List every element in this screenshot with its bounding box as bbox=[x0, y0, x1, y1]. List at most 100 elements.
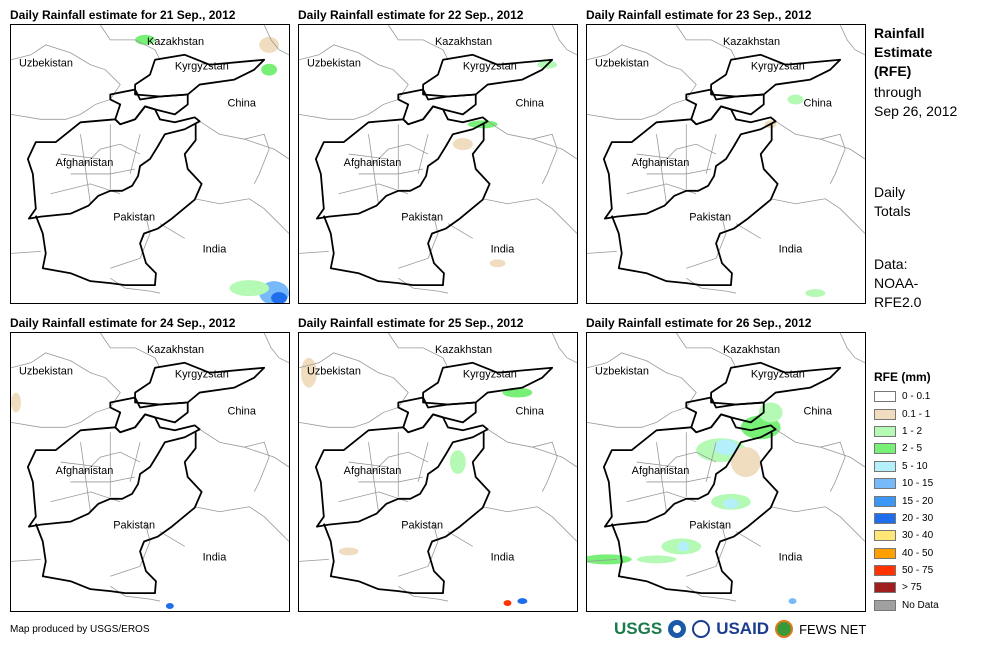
rainfall-area bbox=[489, 259, 506, 268]
legend-item: 15 - 20 bbox=[874, 492, 939, 509]
data-source-line: NOAA- bbox=[874, 275, 919, 291]
rainfall-area bbox=[730, 447, 761, 477]
legend-label: 30 - 40 bbox=[902, 530, 934, 542]
dhs-seal-icon bbox=[692, 620, 711, 638]
legend-label: No Data bbox=[902, 599, 939, 611]
rainfall-map-panel: Kazakhstan Uzbekistan Kyrgyzstan China Afgha… bbox=[10, 24, 290, 304]
country-label-afghanistan: Afghanistan bbox=[344, 157, 402, 169]
country-label-kyrgyzstan: Kyrgyzstan bbox=[751, 61, 805, 73]
map-svg: Kazakhstan Uzbekistan Kyrgyzstan China Afgha… bbox=[299, 333, 577, 607]
country-label-india: India bbox=[491, 551, 516, 563]
legend-item: 0 - 0.1 bbox=[874, 388, 939, 405]
rainfall-area bbox=[229, 280, 270, 297]
legend-item: 1 - 2 bbox=[874, 423, 939, 440]
country-label-afghanistan: Afghanistan bbox=[344, 465, 402, 477]
legend-swatch bbox=[874, 478, 896, 490]
legend-item: 50 - 75 bbox=[874, 562, 939, 579]
legend-label: 1 - 2 bbox=[902, 425, 923, 437]
country-label-china: China bbox=[515, 97, 544, 109]
country-label-kyrgyzstan: Kyrgyzstan bbox=[175, 369, 229, 381]
side-title-line: (RFE) bbox=[874, 63, 912, 79]
side-title-line: Rainfall bbox=[874, 25, 925, 41]
rainfall-map-panel: Kazakhstan Uzbekistan Kyrgyzstan China Afgha… bbox=[298, 332, 578, 612]
country-label-china: China bbox=[515, 405, 544, 417]
usaid-logo: USAID bbox=[716, 619, 770, 638]
legend-label: 5 - 10 bbox=[902, 460, 928, 472]
legend-label: 10 - 15 bbox=[902, 478, 934, 490]
country-label-kazakhstan: Kazakhstan bbox=[435, 344, 492, 356]
data-source-line: RFE2.0 bbox=[874, 294, 922, 310]
legend-swatch bbox=[874, 512, 896, 524]
legend-swatch bbox=[874, 495, 896, 507]
rainfall-area bbox=[11, 392, 21, 413]
side-daily: Daily Totals bbox=[874, 183, 911, 221]
legend-swatch bbox=[874, 582, 896, 594]
country-label-india: India bbox=[779, 243, 804, 255]
side-title: Rainfall Estimate (RFE) bbox=[874, 24, 932, 81]
legend-swatch bbox=[874, 443, 896, 455]
legend-label: 20 - 30 bbox=[902, 512, 934, 524]
panel-title: Daily Rainfall estimate for 22 Sep., 201… bbox=[298, 8, 524, 22]
map-svg: Kazakhstan Uzbekistan Kyrgyzstan China Afgha… bbox=[11, 333, 289, 610]
rainfall-area bbox=[758, 402, 783, 423]
country-label-pakistan: Pakistan bbox=[113, 212, 155, 224]
data-label: Data: bbox=[874, 256, 908, 272]
rainfall-area bbox=[300, 357, 317, 388]
country-label-kazakhstan: Kazakhstan bbox=[723, 36, 780, 48]
legend-title: RFE (mm) bbox=[874, 370, 931, 384]
map-svg: Kazakhstan Uzbekistan Kyrgyzstan China Afgha… bbox=[587, 25, 865, 298]
legend-label: 0.1 - 1 bbox=[902, 408, 931, 420]
through-label: through bbox=[874, 84, 922, 100]
legend-swatch bbox=[874, 599, 896, 611]
panel-title: Daily Rainfall estimate for 23 Sep., 201… bbox=[586, 8, 812, 22]
legend-item: 0.1 - 1 bbox=[874, 405, 939, 422]
legend-label: 2 - 5 bbox=[902, 443, 923, 455]
country-label-uzbekistan: Uzbekistan bbox=[19, 366, 73, 378]
totals-label: Totals bbox=[874, 203, 911, 219]
country-label-china: China bbox=[803, 405, 832, 417]
through-date: Sep 26, 2012 bbox=[874, 103, 958, 119]
legend-label: > 75 bbox=[902, 582, 922, 594]
legend-swatch bbox=[874, 391, 896, 403]
country-label-india: India bbox=[203, 243, 228, 255]
daily-label: Daily bbox=[874, 184, 906, 200]
country-label-pakistan: Pakistan bbox=[113, 520, 155, 532]
country-label-kyrgyzstan: Kyrgyzstan bbox=[463, 61, 517, 73]
rainfall-area bbox=[723, 498, 739, 509]
rainfall-area bbox=[503, 600, 512, 607]
rainfall-area bbox=[805, 289, 826, 298]
legend-item: 10 - 15 bbox=[874, 475, 939, 492]
rainfall-map-panel: Kazakhstan Uzbekistan Kyrgyzstan China Afgha… bbox=[10, 332, 290, 612]
legend-item: 20 - 30 bbox=[874, 510, 939, 527]
legend-item: 5 - 10 bbox=[874, 458, 939, 475]
country-label-india: India bbox=[779, 551, 804, 563]
map-svg: Kazakhstan Uzbekistan Kyrgyzstan China Afgha… bbox=[11, 25, 289, 303]
rainfall-area bbox=[338, 547, 359, 556]
map-svg: Kazakhstan Uzbekistan Kyrgyzstan China Afgha… bbox=[587, 333, 865, 605]
legend-item: 30 - 40 bbox=[874, 527, 939, 544]
country-label-china: China bbox=[227, 97, 256, 109]
side-title-line: Estimate bbox=[874, 44, 933, 60]
side-data-source: Data: NOAA- RFE2.0 bbox=[874, 255, 921, 312]
country-label-uzbekistan: Uzbekistan bbox=[19, 58, 73, 70]
country-label-india: India bbox=[491, 243, 516, 255]
rainfall-area bbox=[517, 598, 528, 605]
rainfall-area bbox=[165, 603, 174, 610]
country-label-afghanistan: Afghanistan bbox=[632, 157, 690, 169]
legend-label: 40 - 50 bbox=[902, 547, 934, 559]
rainfall-area bbox=[452, 138, 473, 151]
country-label-china: China bbox=[227, 405, 256, 417]
panel-title: Daily Rainfall estimate for 26 Sep., 201… bbox=[586, 316, 812, 330]
globe-icon bbox=[775, 620, 794, 638]
rainfall-area bbox=[677, 541, 690, 552]
rainfall-area bbox=[449, 450, 466, 474]
fews-net-logo: FEWS NET bbox=[799, 621, 867, 637]
legend-label: 15 - 20 bbox=[902, 495, 934, 507]
country-label-pakistan: Pakistan bbox=[401, 212, 443, 224]
legend-swatch bbox=[874, 425, 896, 437]
legend-swatch bbox=[874, 565, 896, 577]
country-label-kazakhstan: Kazakhstan bbox=[147, 344, 204, 356]
side-through: through Sep 26, 2012 bbox=[874, 83, 957, 121]
country-label-kazakhstan: Kazakhstan bbox=[147, 36, 204, 48]
legend-swatch bbox=[874, 460, 896, 472]
